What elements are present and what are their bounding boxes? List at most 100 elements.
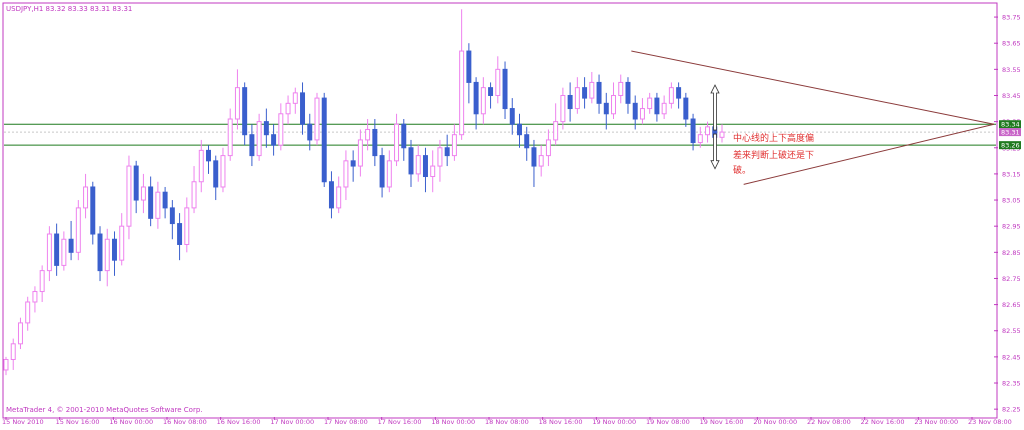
candle-body: [560, 94, 566, 123]
candle-body: [90, 186, 96, 235]
candle-body: [654, 97, 660, 115]
candle-body: [531, 147, 537, 167]
candle-body: [104, 238, 110, 272]
price-tag: [999, 141, 1021, 150]
candle-body: [451, 134, 457, 157]
candle-body: [285, 102, 291, 115]
candle-body: [46, 233, 52, 272]
candle-body: [357, 139, 363, 167]
candle-body: [690, 118, 696, 144]
candle-body: [54, 233, 60, 266]
candle-body: [574, 87, 580, 110]
candle-body: [661, 102, 667, 115]
candle-body: [553, 121, 559, 141]
candle-body: [517, 123, 522, 136]
candle-body: [488, 87, 494, 96]
x-tick-label: 17 Nov 16:00: [378, 418, 422, 426]
y-tick-label: 83.15: [1002, 170, 1021, 178]
candle-body: [213, 160, 219, 188]
candle-body: [271, 134, 277, 146]
candle-body: [683, 97, 689, 120]
candle-body: [242, 87, 248, 136]
y-tick-label: 83.75: [1002, 14, 1021, 22]
candle-body: [140, 186, 146, 201]
x-tick-label: 18 Nov 08:00: [485, 418, 529, 426]
x-tick-label: 17 Nov 00:00: [270, 418, 314, 426]
candle-body: [372, 128, 378, 157]
candle-body: [25, 301, 31, 324]
candle-body: [314, 97, 320, 141]
candle-body: [618, 81, 624, 96]
x-tick-label: 15 Nov 16:00: [56, 418, 100, 426]
candle-body: [495, 68, 501, 96]
candle-body: [365, 128, 371, 141]
candle-body: [3, 358, 9, 371]
candle-body: [148, 186, 154, 219]
y-tick-label: 82.85: [1002, 249, 1021, 257]
candle-body: [256, 121, 262, 157]
y-tick-label: 82.75: [1002, 275, 1021, 283]
x-tick-label: 15 Nov 2010: [2, 418, 44, 426]
x-tick-label: 18 Nov 16:00: [539, 418, 583, 426]
chart-footer: MetaTrader 4, © 2001-2010 MetaQuotes Sof…: [6, 406, 203, 414]
candle-body: [198, 149, 204, 183]
candle-body: [32, 291, 38, 303]
y-tick-label: 82.25: [1002, 406, 1021, 414]
candle-body: [394, 123, 400, 162]
candle-body: [480, 87, 486, 115]
candle-body: [430, 165, 436, 178]
y-tick-label: 83.65: [1002, 40, 1021, 48]
candle-body: [278, 113, 284, 146]
candles: [3, 9, 725, 376]
candle-body: [596, 81, 602, 104]
price-tag: [999, 120, 1021, 129]
y-tick-label: 82.45: [1002, 353, 1021, 361]
candle-body: [639, 108, 645, 120]
x-tick-label: 17 Nov 08:00: [324, 418, 368, 426]
x-tick-label: 19 Nov 08:00: [646, 418, 690, 426]
candle-body: [502, 68, 508, 110]
candle-body: [75, 207, 81, 253]
candle-body: [220, 155, 226, 188]
candle-body: [625, 81, 631, 104]
candle-body: [408, 147, 414, 175]
candle-body: [126, 165, 132, 227]
candle-body: [444, 147, 450, 157]
x-tick-label: 23 Nov 00:00: [914, 418, 958, 426]
candle-body: [567, 94, 573, 110]
candle-body: [401, 123, 407, 149]
annotation-line-2: 差来判断上破还是下: [733, 149, 814, 161]
y-tick-label: 82.95: [1002, 223, 1021, 231]
candle-body: [611, 94, 617, 115]
y-tick-label: 83.55: [1002, 66, 1021, 74]
arrows: [710, 84, 720, 170]
price-tag-label: 83.31: [1001, 129, 1020, 137]
x-tick-label: 22 Nov 08:00: [807, 418, 851, 426]
candle-body: [422, 155, 428, 178]
candle-body: [68, 238, 74, 253]
x-tick-label: 23 Nov 08:00: [968, 418, 1012, 426]
candle-body: [83, 186, 89, 209]
up-arrow: [710, 84, 720, 131]
down-arrow: [710, 133, 720, 170]
candle-body: [415, 155, 421, 175]
candle-body: [292, 92, 298, 104]
candle-body: [676, 87, 682, 99]
candle-body: [206, 149, 211, 162]
candle-body: [545, 139, 551, 157]
trendline: [631, 50, 995, 125]
candle-body: [300, 92, 306, 125]
chart-title: USDJPY,H1 83.32 83.33 83.31 83.31: [6, 5, 132, 13]
candle-body: [119, 225, 125, 261]
candle-body: [603, 102, 609, 115]
trendline: [743, 123, 995, 185]
annotation-line-3: 破。: [733, 164, 751, 176]
candle-body: [705, 126, 711, 136]
candle-body: [632, 102, 638, 120]
y-tick-label: 82.65: [1002, 301, 1021, 309]
x-tick-label: 19 Nov 16:00: [700, 418, 744, 426]
candle-body: [336, 186, 342, 209]
x-tick-label: 16 Nov 08:00: [163, 418, 207, 426]
